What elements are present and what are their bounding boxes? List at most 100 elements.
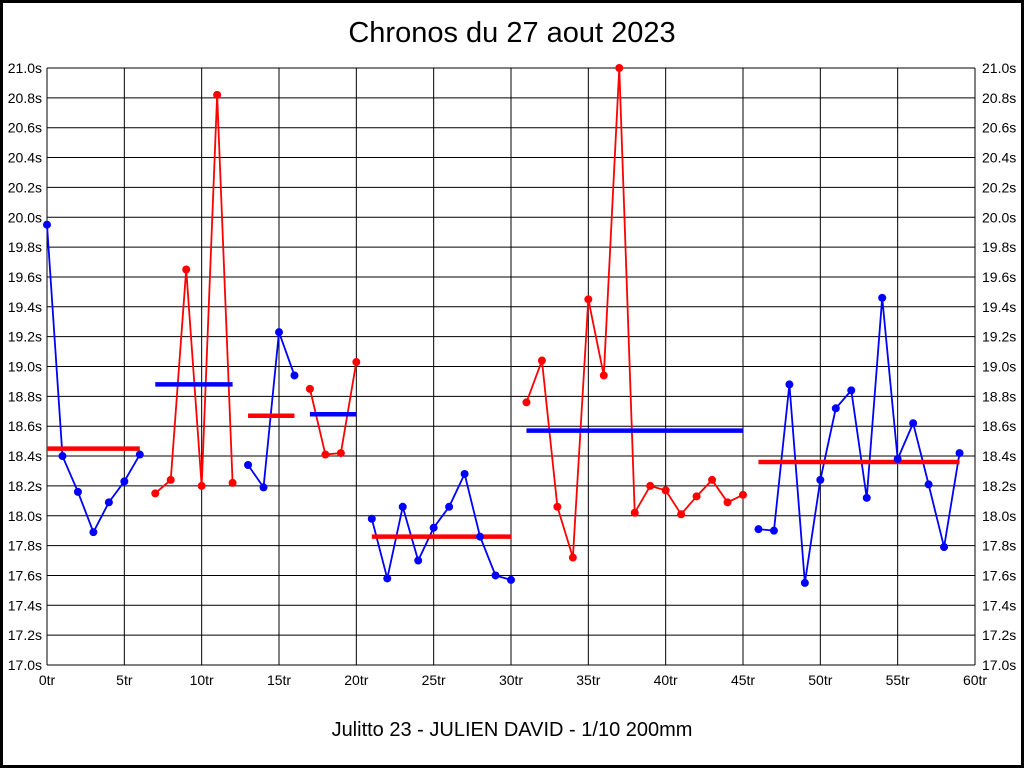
lap-point — [104, 498, 113, 507]
y-tick-label-left: 17.6s — [8, 567, 42, 583]
stint-line-stint-2 — [154, 94, 234, 495]
stint-line-stint-4 — [309, 361, 358, 456]
lap-point — [398, 502, 407, 511]
y-tick-label-right: 17.8s — [982, 538, 1016, 554]
y-tick-label-right: 18.6s — [982, 418, 1016, 434]
lap-point — [615, 64, 624, 72]
lap-point — [259, 483, 268, 492]
lap-point — [73, 487, 82, 496]
lap-point — [445, 502, 454, 511]
lap-point — [661, 486, 670, 495]
x-tick-label: 50tr — [808, 672, 832, 688]
y-tick-label-right: 17.6s — [982, 567, 1016, 583]
y-tick-label-right: 20.0s — [982, 209, 1016, 225]
x-tick-label: 25tr — [422, 672, 446, 688]
lap-point — [321, 450, 330, 459]
lap-point — [862, 493, 871, 502]
lap-point — [182, 265, 191, 274]
chart-title: Chronos du 27 aout 2023 — [348, 17, 676, 49]
y-tick-label-left: 17.0s — [8, 657, 42, 673]
lap-point — [739, 490, 747, 499]
lap-point — [135, 450, 144, 459]
y-tick-label-right: 17.4s — [982, 597, 1016, 613]
y-tick-label-left: 18.8s — [8, 388, 42, 404]
lap-point — [893, 455, 902, 464]
lap-point — [120, 477, 129, 486]
lap-point — [831, 404, 840, 413]
y-tick-label-left: 18.2s — [8, 478, 42, 494]
x-tick-label: 15tr — [267, 672, 291, 688]
lap-point — [522, 398, 531, 407]
y-tick-label-right: 18.8s — [982, 388, 1016, 404]
y-tick-label-left: 20.0s — [8, 209, 42, 225]
lap-point — [568, 553, 577, 562]
lap-point — [166, 475, 175, 484]
lap-point — [800, 578, 809, 587]
lap-point — [785, 380, 794, 389]
lap-point — [305, 384, 314, 393]
y-tick-label-right: 19.0s — [982, 359, 1016, 375]
lap-point — [228, 478, 237, 487]
y-tick-label-right: 20.6s — [982, 120, 1016, 136]
lap-point — [769, 526, 778, 535]
lap-point — [151, 489, 160, 498]
lap-point — [909, 419, 918, 428]
stint-line-stint-6 — [525, 67, 744, 558]
y-tick-label-right: 19.4s — [982, 299, 1016, 315]
lap-point — [352, 358, 361, 367]
lap-point — [491, 571, 500, 580]
x-tick-label: 55tr — [886, 672, 910, 688]
y-tick-label-left: 20.2s — [8, 179, 42, 195]
y-tick-label-left: 19.6s — [8, 269, 42, 285]
lap-point — [383, 574, 392, 583]
lap-point — [275, 328, 283, 337]
lap-point — [367, 514, 376, 523]
lap-point — [754, 525, 763, 534]
lap-point — [43, 220, 51, 229]
lap-point — [878, 293, 887, 302]
y-tick-label-right: 17.0s — [982, 657, 1016, 673]
y-tick-label-left: 19.8s — [8, 239, 42, 255]
stint-line-stint-3 — [247, 331, 296, 490]
lap-point — [940, 543, 949, 552]
lap-point — [89, 528, 98, 537]
y-tick-label-right: 18.4s — [982, 448, 1016, 464]
x-tick-label: 0tr — [39, 672, 56, 688]
y-tick-label-left: 19.2s — [8, 329, 42, 345]
y-tick-label-left: 17.2s — [8, 627, 42, 643]
lap-point — [336, 449, 345, 458]
lap-point — [476, 532, 485, 541]
lap-point — [429, 523, 438, 532]
lap-point — [584, 295, 593, 304]
lap-point — [414, 556, 423, 565]
stint-line-stint-5 — [370, 471, 512, 581]
lap-point — [213, 90, 222, 99]
y-tick-label-right: 20.4s — [982, 150, 1016, 166]
chart-subtitle: Julitto 23 - JULIEN DAVID - 1/10 200mm — [331, 719, 693, 741]
x-tick-label: 10tr — [190, 672, 214, 688]
y-tick-label-right: 19.8s — [982, 239, 1016, 255]
x-tick-label: 35tr — [576, 672, 600, 688]
y-tick-label-right: 18.2s — [982, 478, 1016, 494]
y-tick-label-left: 18.4s — [8, 448, 42, 464]
y-tick-label-left: 17.4s — [8, 597, 42, 613]
y-tick-label-left: 21.0s — [8, 60, 42, 76]
grid — [46, 67, 976, 666]
x-tick-label: 40tr — [654, 672, 678, 688]
x-tick-label: 30tr — [499, 672, 523, 688]
y-tick-label-right: 20.8s — [982, 90, 1016, 106]
y-tick-label-left: 19.4s — [8, 299, 42, 315]
lap-point — [924, 480, 933, 489]
y-tick-label-right: 19.2s — [982, 329, 1016, 345]
y-tick-label-left: 19.0s — [8, 359, 42, 375]
lap-point — [630, 508, 639, 517]
x-tick-label: 45tr — [731, 672, 755, 688]
lap-point — [244, 461, 253, 470]
lap-point — [58, 452, 67, 461]
y-tick-label-right: 21.0s — [982, 60, 1016, 76]
lap-point — [646, 481, 655, 490]
x-tick-label: 20tr — [344, 672, 368, 688]
y-tick-label-left: 20.8s — [8, 90, 42, 106]
